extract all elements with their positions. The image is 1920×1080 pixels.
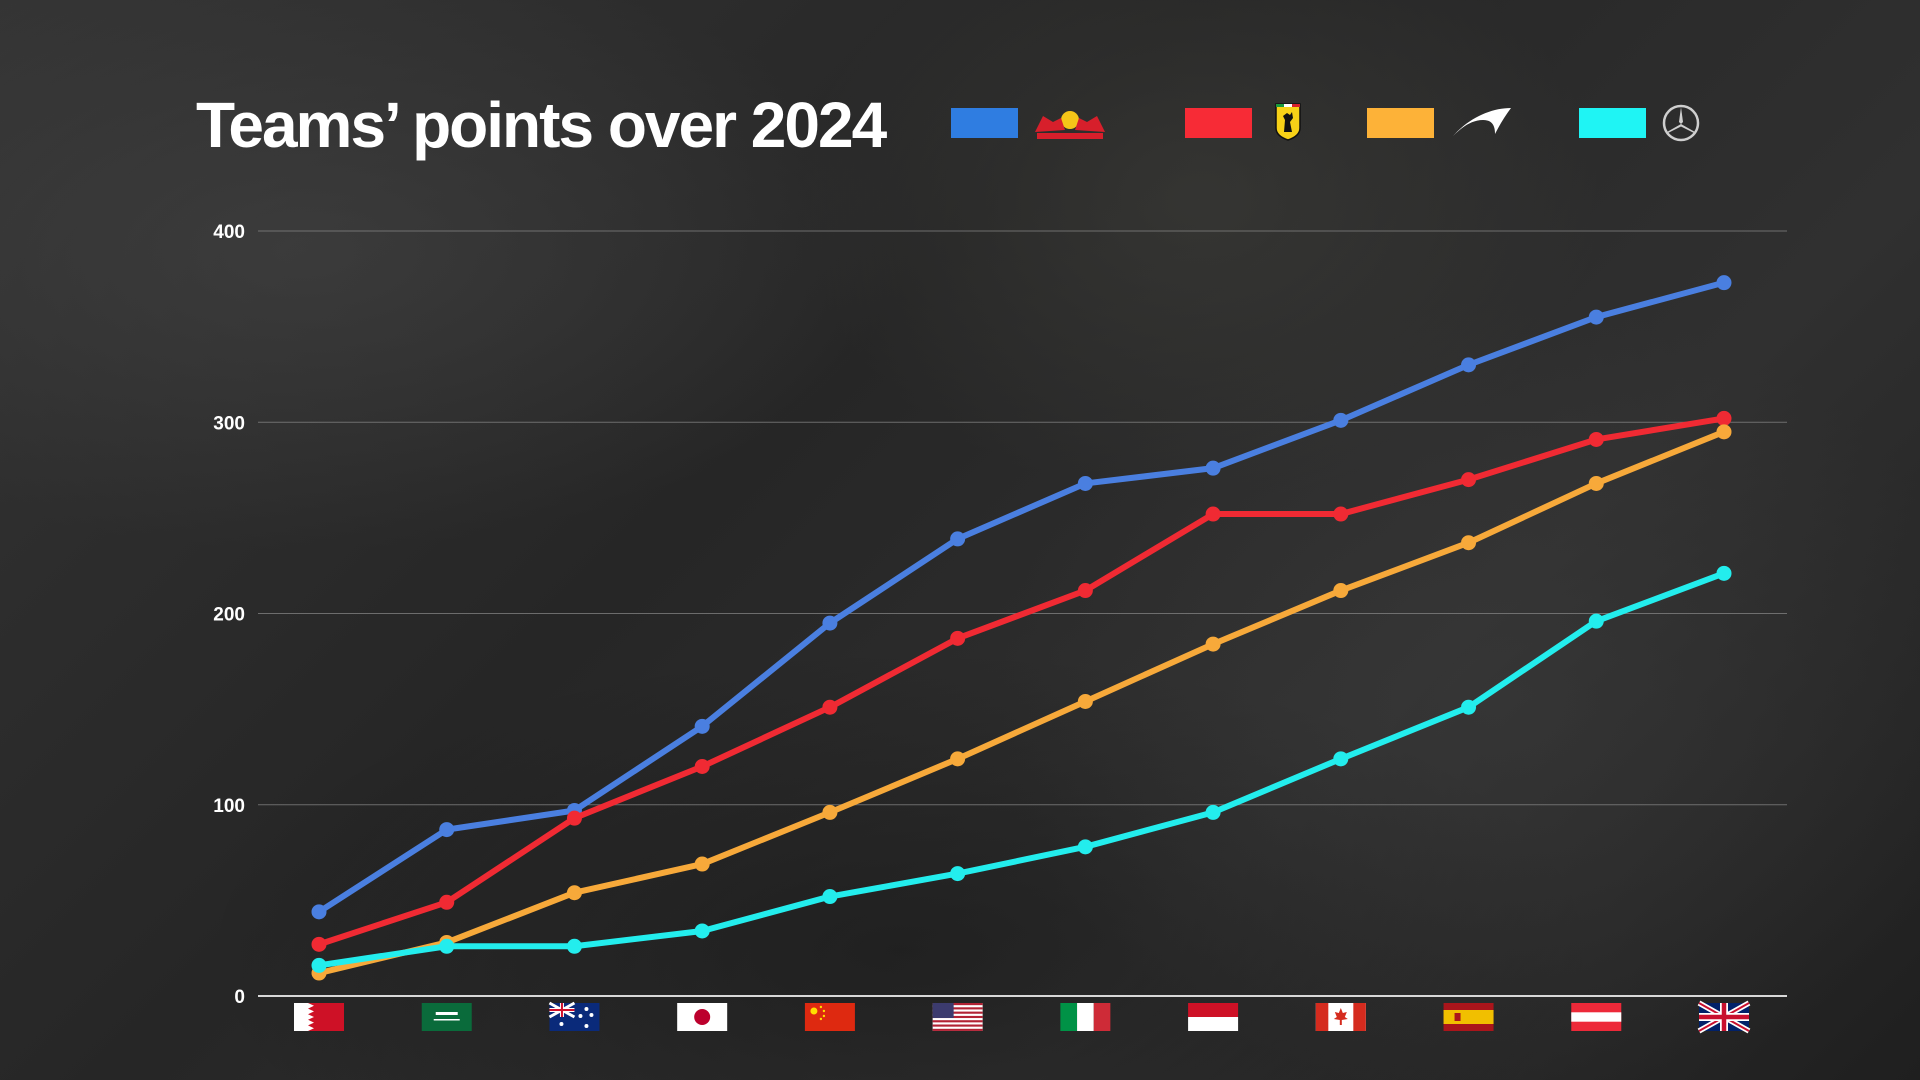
data-point — [950, 751, 966, 767]
data-point — [1333, 583, 1349, 599]
data-point — [822, 889, 838, 905]
legend-swatch-ferrari — [1185, 108, 1252, 138]
data-point — [439, 822, 455, 838]
great-britain-flag-icon — [1697, 1000, 1751, 1034]
legend-swatch-mclaren — [1367, 108, 1434, 138]
y-tick-label: 0 — [234, 987, 245, 1008]
chart-title: Teams’ points over 2024 — [196, 89, 887, 161]
data-point — [1077, 839, 1093, 855]
y-tick-label: 300 — [213, 413, 245, 434]
canada-flag-icon — [1315, 1003, 1366, 1031]
series-line — [316, 570, 1727, 969]
y-axis-tick-labels: 0 100 200 300 400 — [213, 222, 245, 1008]
ferrari-logo-icon — [1275, 103, 1301, 141]
china-flag-icon — [804, 1003, 855, 1031]
data-point — [311, 957, 327, 973]
series-line — [316, 428, 1727, 977]
data-point — [566, 810, 582, 826]
mclaren-logo-icon — [1453, 108, 1511, 136]
red-bull-logo-icon — [1035, 111, 1105, 139]
data-point — [1333, 751, 1349, 767]
data-point — [822, 804, 838, 820]
usa-flag-icon — [932, 1003, 983, 1031]
legend-swatch-mercedes — [1579, 108, 1646, 138]
data-point — [1588, 309, 1604, 325]
data-point — [694, 759, 710, 774]
austria-flag-icon — [1571, 1003, 1622, 1031]
data-point — [1588, 431, 1604, 447]
x-axis-flags — [294, 1000, 1751, 1034]
data-point — [1588, 475, 1604, 491]
data-point — [1205, 804, 1221, 820]
australia-flag-icon — [548, 1001, 600, 1031]
series-line — [316, 279, 1727, 915]
data-point — [1205, 460, 1221, 476]
data-point — [822, 615, 838, 631]
data-point — [1461, 699, 1477, 715]
data-point — [694, 923, 710, 939]
data-point — [566, 885, 582, 901]
data-point — [1716, 565, 1732, 581]
data-point — [311, 904, 327, 920]
series-line — [316, 415, 1727, 948]
data-point — [694, 718, 710, 734]
y-tick-label: 100 — [213, 796, 245, 817]
series-lines — [311, 275, 1732, 981]
spain-flag-icon — [1443, 1003, 1494, 1031]
series-ferrari — [311, 410, 1732, 952]
series-red-bull — [311, 275, 1732, 920]
data-point — [950, 866, 966, 882]
legend-item-mercedes — [1579, 100, 1709, 150]
data-point — [1588, 613, 1604, 629]
data-point — [1461, 357, 1477, 373]
series-mclaren — [311, 424, 1732, 981]
data-point — [1716, 410, 1732, 426]
data-point — [1077, 693, 1093, 709]
data-point — [950, 630, 966, 646]
bahrain-flag-icon — [294, 1003, 344, 1031]
data-point — [1461, 472, 1477, 488]
mercedes-logo-icon — [1662, 104, 1700, 142]
data-point — [1716, 275, 1732, 291]
legend-item-mclaren — [1367, 100, 1527, 150]
data-point — [311, 936, 327, 952]
data-point — [1333, 412, 1349, 428]
gridlines — [258, 230, 1787, 997]
data-point — [1716, 424, 1732, 440]
monaco-flag-icon — [1188, 1003, 1239, 1031]
data-point — [439, 894, 455, 910]
y-tick-label: 200 — [213, 605, 245, 626]
data-point — [1205, 636, 1221, 652]
italy-flag-icon — [1060, 1003, 1111, 1031]
data-point — [950, 531, 966, 547]
saudi-arabia-flag-icon — [421, 1003, 472, 1031]
data-point — [1077, 475, 1093, 491]
y-tick-label: 400 — [213, 222, 245, 243]
data-point — [1461, 535, 1477, 551]
legend-swatch-red-bull — [951, 108, 1018, 138]
series-mercedes — [311, 565, 1732, 973]
data-point — [1077, 583, 1093, 599]
legend-item-ferrari — [1185, 100, 1325, 150]
legend-item-red-bull — [951, 100, 1111, 150]
japan-flag-icon — [677, 1003, 728, 1031]
data-point — [822, 699, 838, 715]
data-point — [566, 938, 582, 954]
data-point — [1205, 506, 1221, 522]
data-point — [1333, 506, 1349, 522]
data-point — [694, 856, 710, 872]
data-point — [439, 938, 455, 954]
